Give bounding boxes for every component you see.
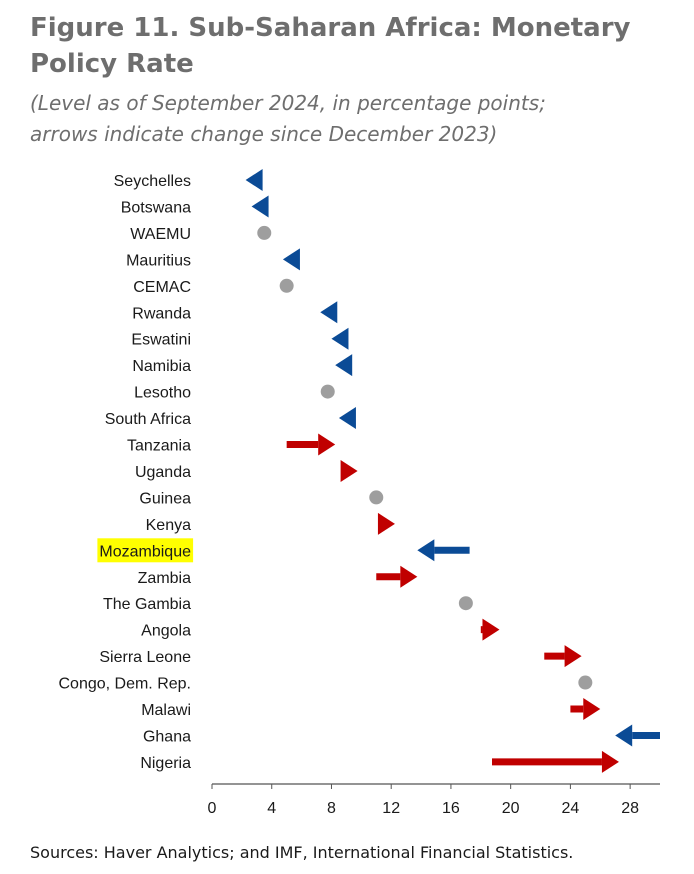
category-label-botswana: Botswana bbox=[121, 199, 191, 216]
change-arrow-zambia bbox=[376, 565, 418, 588]
category-label-rwanda: Rwanda bbox=[132, 305, 191, 322]
change-arrow-rwanda bbox=[320, 301, 338, 324]
arrow-head bbox=[335, 354, 353, 377]
category-label-malawi: Malawi bbox=[141, 702, 191, 719]
arrow-head bbox=[601, 750, 619, 773]
arrow-head bbox=[482, 618, 500, 641]
unchanged-marker-congo-dem-rep bbox=[578, 675, 593, 690]
category-label-ghana: Ghana bbox=[143, 728, 191, 745]
change-arrow-mozambique bbox=[417, 539, 470, 562]
change-arrow-sierra-leone bbox=[544, 645, 582, 668]
x-tick-label-28: 28 bbox=[621, 800, 639, 817]
category-label-sierra-leone: Sierra Leone bbox=[99, 649, 191, 666]
x-tick-label-8: 8 bbox=[327, 800, 336, 817]
category-label-kenya: Kenya bbox=[146, 517, 191, 534]
change-arrow-angola bbox=[480, 618, 500, 641]
arrow-head bbox=[377, 512, 395, 535]
category-label-lesotho: Lesotho bbox=[134, 385, 191, 402]
subtitle-line-1: (Level as of September 2024, in percenta… bbox=[30, 91, 546, 115]
arrow-head bbox=[318, 433, 336, 456]
change-arrow-malawi bbox=[570, 698, 601, 720]
category-label-seychelles: Seychelles bbox=[114, 173, 191, 190]
category-label-guinea: Guinea bbox=[139, 490, 191, 507]
arrow-head bbox=[615, 724, 633, 747]
x-tick-label-20: 20 bbox=[502, 800, 520, 817]
policy-rate-chart: Seychelles Botswana WAEMU Mauritius CEMAC Rwa… bbox=[58, 169, 660, 817]
category-labels: Seychelles Botswana WAEMU Mauritius CEMAC Rwa… bbox=[58, 173, 191, 772]
change-arrow-seychelles bbox=[245, 169, 263, 191]
unchanged-marker-guinea bbox=[369, 490, 384, 505]
category-label-angola: Angola bbox=[141, 623, 191, 640]
arrow-head bbox=[251, 195, 269, 218]
arrow-head bbox=[338, 407, 356, 430]
change-arrow-south-africa bbox=[338, 407, 356, 430]
change-arrow-kenya bbox=[377, 512, 395, 535]
data-marks bbox=[245, 169, 660, 773]
title-line-1: Figure 11. Sub-Saharan Africa: Monetary bbox=[30, 13, 631, 43]
highlight-box bbox=[97, 538, 194, 563]
arrow-head bbox=[417, 539, 435, 562]
category-label-nigeria: Nigeria bbox=[140, 755, 191, 772]
x-tick-label-24: 24 bbox=[562, 800, 580, 817]
category-label-zambia: Zambia bbox=[138, 570, 191, 587]
source-note: Sources: Haver Analytics; and IMF, Inter… bbox=[30, 843, 574, 862]
unchanged-marker-cemac bbox=[279, 278, 294, 293]
change-arrow-namibia bbox=[335, 354, 353, 377]
subtitle-line-2: arrows indicate change since December 20… bbox=[30, 122, 498, 146]
x-tick-label-0: 0 bbox=[208, 800, 217, 817]
category-label-mauritius: Mauritius bbox=[126, 252, 191, 269]
title-line-2: Policy Rate bbox=[30, 49, 194, 79]
arrow-head bbox=[245, 169, 263, 191]
category-label-cemac: CEMAC bbox=[133, 279, 191, 296]
change-arrow-tanzania bbox=[286, 433, 336, 456]
category-label-tanzania: Tanzania bbox=[127, 438, 191, 455]
arrow-head bbox=[282, 248, 300, 271]
arrow-head bbox=[583, 698, 601, 720]
change-arrow-nigeria bbox=[492, 750, 619, 773]
category-label-eswatini: Eswatini bbox=[131, 332, 191, 349]
change-arrow-eswatini bbox=[331, 327, 349, 350]
category-label-mozambique: Mozambique bbox=[99, 543, 191, 560]
x-tick-label-12: 12 bbox=[382, 800, 400, 817]
change-arrow-mauritius bbox=[282, 248, 300, 271]
category-label-congo-dem-rep: Congo, Dem. Rep. bbox=[58, 676, 191, 693]
x-tick-label-16: 16 bbox=[442, 800, 460, 817]
x-tick-label-4: 4 bbox=[267, 800, 276, 817]
arrow-head bbox=[400, 565, 418, 588]
highlight-layer bbox=[97, 538, 194, 563]
unchanged-marker-waemu bbox=[257, 225, 272, 240]
chart-subtitle: (Level as of September 2024, in percenta… bbox=[30, 88, 680, 150]
x-axis: 0 4 8 12 16 20 24 28 bbox=[208, 783, 660, 817]
chart-title: Figure 11. Sub-Saharan Africa: Monetary … bbox=[30, 10, 670, 82]
unchanged-marker-the-gambia bbox=[458, 596, 473, 611]
category-label-the-gambia: The Gambia bbox=[103, 596, 191, 613]
arrow-head bbox=[340, 459, 358, 482]
change-arrow-botswana bbox=[251, 195, 269, 218]
category-label-namibia: Namibia bbox=[132, 358, 191, 375]
change-arrow-uganda bbox=[340, 459, 358, 482]
arrow-head bbox=[331, 327, 349, 350]
category-label-south-africa: South Africa bbox=[105, 411, 191, 428]
category-label-uganda: Uganda bbox=[135, 464, 191, 481]
arrow-head bbox=[320, 301, 338, 324]
change-arrow-ghana bbox=[615, 724, 660, 747]
arrow-head bbox=[564, 645, 582, 668]
unchanged-marker-lesotho bbox=[320, 384, 335, 399]
category-label-waemu: WAEMU bbox=[130, 226, 191, 243]
